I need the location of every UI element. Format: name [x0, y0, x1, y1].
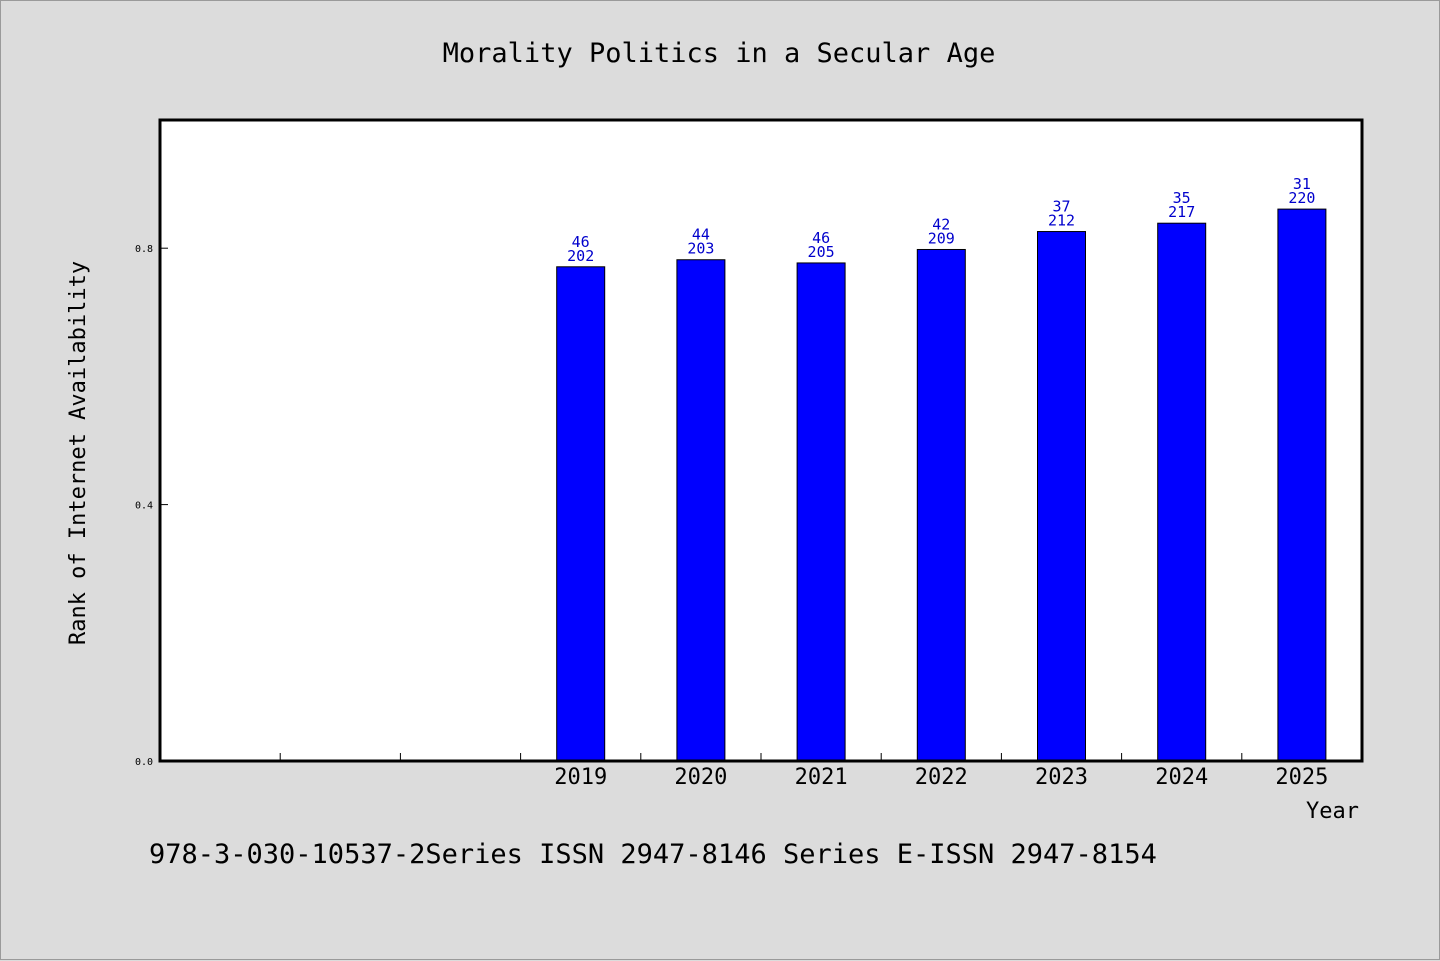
x-axis: 2019 2020 2021 2022 2023 2024 2025 [279, 753, 1328, 790]
x-tick-label: 2020 [674, 765, 727, 790]
bar-label-bottom: 212 [1048, 212, 1075, 230]
y-axis-label: Rank of Internet Availability [66, 261, 91, 645]
plot-border [158, 118, 1364, 763]
x-tick-label: 2023 [1035, 765, 1088, 790]
x-tick-label: 2024 [1155, 765, 1208, 790]
bar-label-top: 37 [1052, 198, 1070, 216]
bar [556, 266, 606, 762]
bar-label-top: 31 [1293, 175, 1311, 193]
bar [916, 248, 966, 762]
bar-label-top: 44 [692, 226, 710, 244]
chart-title: Morality Politics in a Secular Age [443, 38, 996, 69]
bar-label-bottom: 209 [928, 229, 955, 247]
bar [1277, 208, 1327, 762]
bars-group [556, 208, 1327, 762]
bar [1157, 222, 1207, 762]
bar [1037, 231, 1086, 762]
y-tick-label: 0.4 [135, 501, 153, 512]
y-tick-label: 0.8 [135, 244, 153, 255]
bar [676, 259, 726, 762]
x-tick-label: 2025 [1275, 765, 1328, 790]
x-tick-label: 2019 [554, 765, 607, 790]
x-tick-label: 2022 [915, 765, 968, 790]
bar-label-top: 35 [1173, 189, 1191, 207]
bar-label-top: 46 [572, 233, 590, 251]
y-tick-label: 0.0 [135, 757, 153, 768]
bar [796, 262, 846, 762]
footer-note: 978-3-030-10537-2Series ISSN 2947-8146 S… [149, 839, 1157, 870]
bar-label-top: 42 [932, 215, 950, 233]
bar-label-bottom: 220 [1288, 189, 1315, 207]
bar-label-bottom: 217 [1168, 203, 1195, 221]
bar-label-bottom: 202 [567, 247, 594, 265]
bar-label-bottom: 205 [808, 243, 835, 261]
x-tick-label: 2021 [795, 765, 848, 790]
bar-label-bottom: 203 [687, 240, 714, 258]
x-axis-label: Year [1306, 799, 1359, 824]
bar-label-top: 46 [812, 229, 830, 247]
